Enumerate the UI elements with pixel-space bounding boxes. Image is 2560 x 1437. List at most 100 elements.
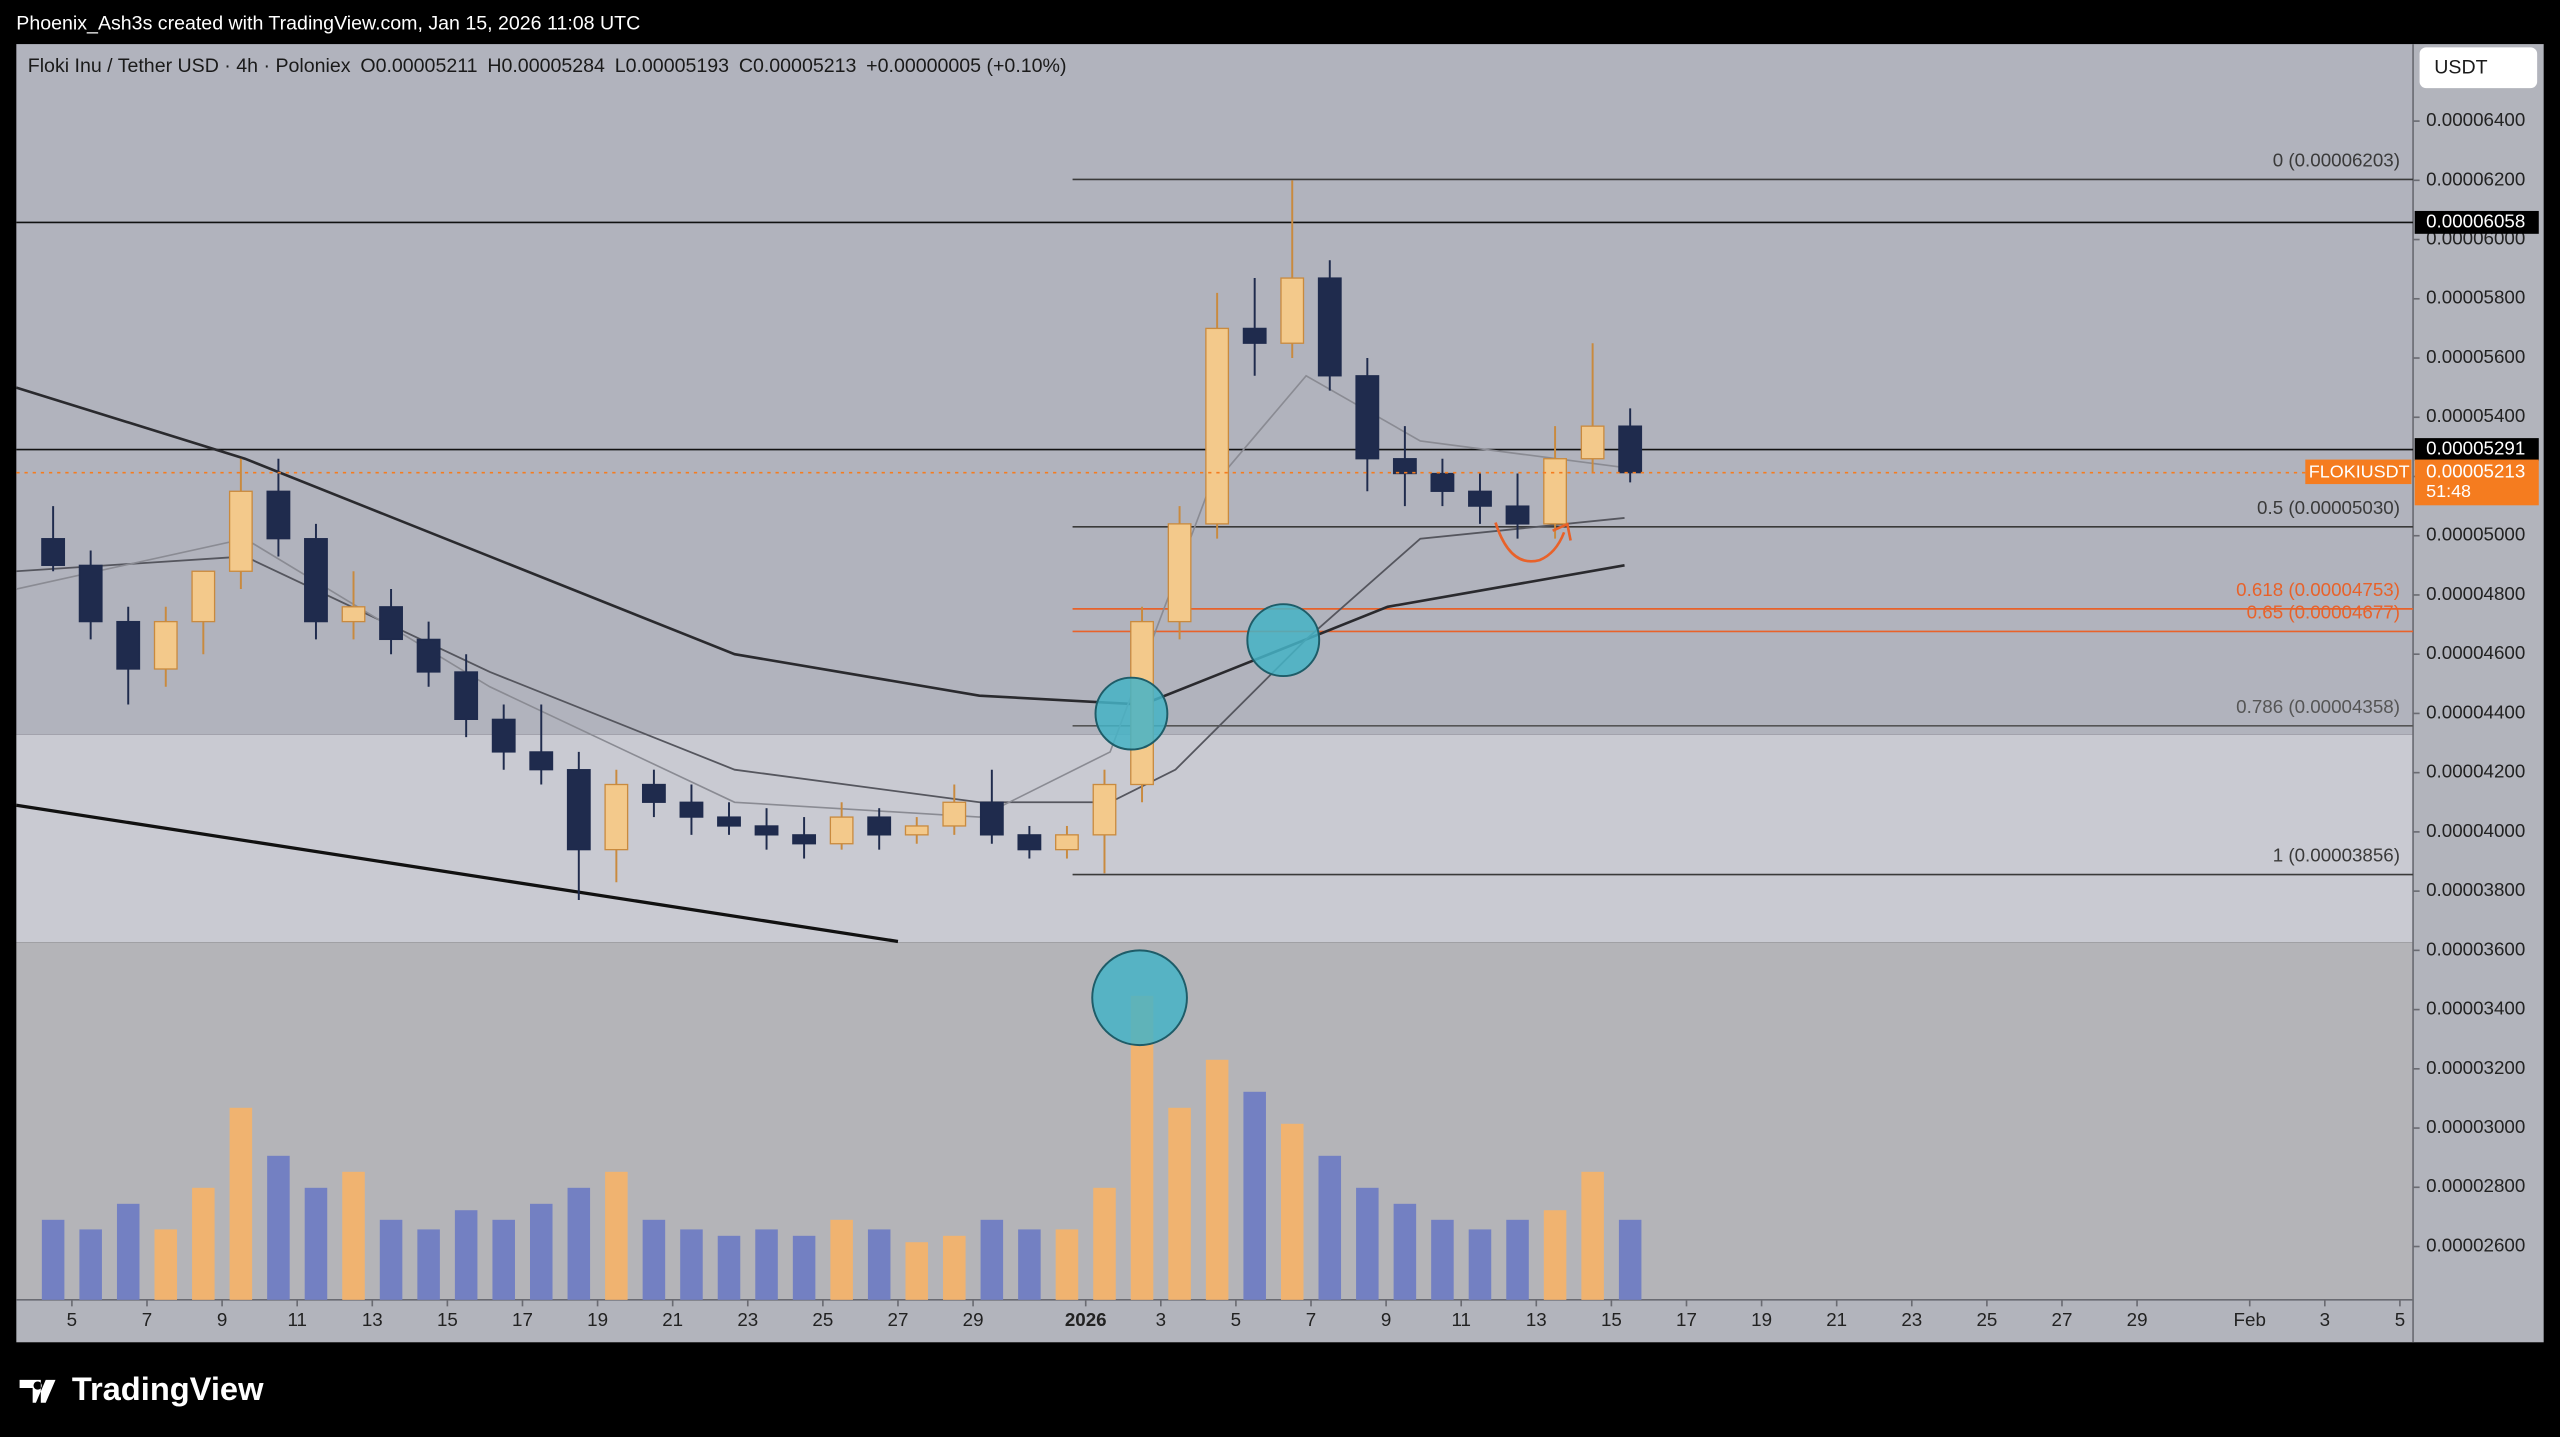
zone [16,734,2414,943]
x-tick-label: 21 [1826,1309,1847,1330]
candle-body [604,783,629,851]
volume-bar [1318,1155,1342,1300]
candle-body [228,490,253,572]
candle-body [1167,523,1192,623]
x-tick-label: 23 [737,1309,758,1330]
y-tick-label: 0.00002800 [2426,1175,2525,1196]
fib-label: 0.65 (0.00004677) [2247,601,2400,622]
fib-label: 0.786 (0.00004358) [2236,696,2400,717]
y-tick-label: 0.00002600 [2426,1234,2525,1255]
volume-bar [567,1187,591,1300]
x-tick-label: 25 [1976,1309,1997,1330]
x-tick-label: 3 [1156,1309,1166,1330]
y-tick-label: 0.00003400 [2426,998,2525,1019]
x-tick-label: 29 [963,1309,984,1330]
candle-body [379,606,403,641]
x-tick-label: 27 [888,1309,909,1330]
volume-bar [1356,1187,1379,1300]
candle-body [1430,472,1455,492]
symbol-name: Floki Inu / Tether USD · 4h · Poloniex [28,55,351,77]
x-tick-label: 13 [362,1309,383,1330]
moving-average [15,386,1625,706]
symbol-tag-label: FLOKIUSDT [2309,461,2410,481]
fib-label: 1 (0.00003856) [2273,845,2400,866]
ohlc-open: O0.00005211 [360,55,477,77]
candle-body [679,801,704,818]
x-tick-label: 27 [2052,1309,2073,1330]
highlight-circle [1094,676,1169,751]
y-tick-label: 0.00004800 [2426,583,2525,604]
y-tick-label: 0.00004400 [2426,701,2525,722]
volume-bar [1205,1059,1229,1300]
candle-body [566,769,591,851]
x-tick-label: 21 [662,1309,683,1330]
x-tick-label: 9 [1381,1309,1391,1330]
candle-body [1017,834,1042,851]
time-axis [16,1299,2414,1343]
candle-body [792,834,817,845]
volume-bar [417,1229,440,1300]
candle-body [829,816,854,845]
moving-average [16,517,1625,804]
arrow-head [1552,522,1572,541]
watermark: Phoenix_Ash3s created with TradingView.c… [16,13,640,35]
volume-bar [1543,1210,1567,1300]
highlight-circle [1246,603,1321,678]
y-tick-label: 0.00004200 [2426,761,2525,782]
candle-body [717,816,741,827]
candle-body [416,638,441,673]
volume-bar [342,1171,365,1300]
volume-bar [1280,1123,1304,1300]
x-tick-label: 15 [437,1309,458,1330]
volume-bar [905,1242,929,1300]
candle-body [867,816,892,836]
candle-body [942,801,967,827]
candle-body [1242,327,1267,344]
candle-body [1055,834,1079,851]
x-tick-label: 19 [587,1309,608,1330]
currency-label[interactable]: USDT [2434,57,2487,79]
y-tick-label: 0.00004000 [2426,820,2525,841]
candle-body [304,538,328,623]
trendline [16,803,899,944]
candle-body [1618,425,1643,474]
volume-bar [304,1187,328,1300]
price-line-tag [2414,438,2539,461]
symbol: Floki Inu / Tether USD · 4h · Poloniex O0… [28,55,1067,77]
volume-bar [1055,1229,1079,1300]
volume-bar [755,1229,778,1300]
x-tick-label: 3 [2320,1309,2330,1330]
volume-bar [792,1235,816,1300]
candle-body [491,718,516,753]
candle-body [1580,425,1605,460]
y-tick-label: 0.00003800 [2426,879,2525,900]
arrow [1494,522,1566,563]
price-line-label: 0.00005291 [2426,437,2525,458]
brand: TradingView [72,1370,264,1407]
x-tick-label: 11 [287,1309,306,1330]
y-tick-label: 0.00004600 [2426,642,2525,663]
volume-bar [154,1229,178,1300]
volume-bar [867,1229,891,1300]
volume-bar [529,1203,553,1300]
volume-bar [267,1155,290,1300]
volume-bar [830,1219,853,1300]
y-tick-label: 0.00006400 [2426,109,2525,130]
x-tick-label: 15 [1601,1309,1622,1330]
volume-bar [1581,1171,1604,1300]
candle-body [979,801,1004,836]
volume-bar [1018,1229,1041,1300]
currency-button[interactable] [2419,47,2538,89]
volume-bar [1431,1219,1454,1300]
volume-bar [454,1210,478,1300]
volume-bar [1393,1203,1417,1300]
volume-bar [492,1219,515,1300]
y-tick-label: 0.00003200 [2426,1057,2525,1078]
x-tick-label: 19 [1751,1309,1772,1330]
volume-bar [192,1187,215,1300]
marks: 0.00002600 0.00002800 0.00003000 0.00003200… [15,109,2539,1330]
x-tick-label: 2026 [1065,1309,1107,1330]
y-tick-label: 0.00005000 [2426,524,2525,545]
